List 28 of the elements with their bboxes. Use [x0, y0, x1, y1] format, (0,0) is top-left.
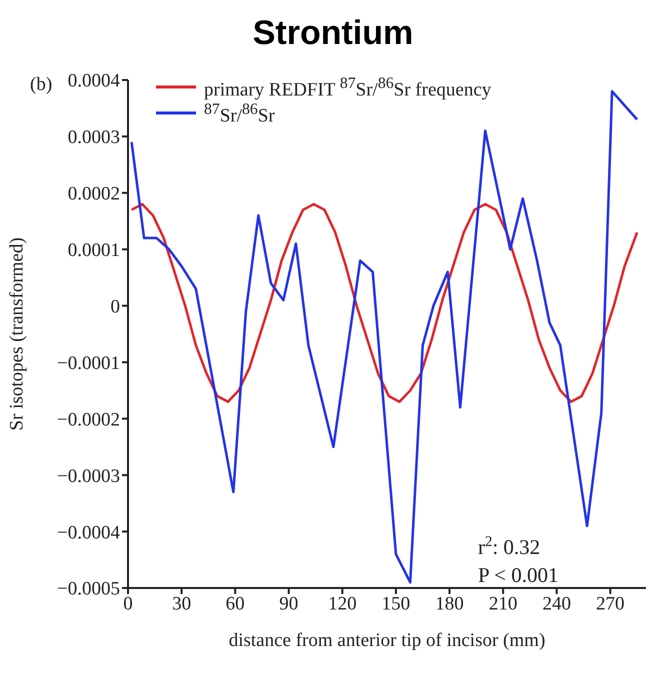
y-tick-label: −0.0002 [57, 409, 120, 430]
x-tick-label: 240 [542, 593, 571, 614]
x-tick-label: 180 [435, 593, 464, 614]
y-tick-label: 0.0004 [68, 70, 120, 92]
x-tick-label: 270 [596, 593, 625, 614]
text: (b) [30, 74, 52, 95]
legend-label: primary REDFIT $^{87}$Sr/$^{86}$Sr frequency [204, 74, 492, 100]
y-tick-label: 0.0001 [68, 240, 120, 262]
y-tick-label: 0.0003 [68, 127, 120, 148]
annotation: P < 0.001 [478, 563, 558, 587]
y-tick-label: 0.0002 [68, 184, 120, 205]
y-tick-label: −0.0001 [57, 352, 120, 374]
chart-title: Strontium [252, 13, 414, 54]
line-series [130, 202, 638, 403]
y-tick-label: −0.0004 [57, 522, 120, 544]
y-tick-label: −0.0003 [57, 466, 120, 487]
x-tick-label: 60 [226, 593, 245, 614]
y-axis-title: Sr isotopes (transformed) [6, 237, 28, 431]
x-tick-label: 210 [488, 593, 518, 614]
x-tick-label: 120 [328, 593, 357, 614]
x-tick-label: 90 [279, 593, 298, 614]
y-tick-label: −0.0005 [57, 578, 120, 600]
x-axis-title: distance from anterior tip of incisor (mm) [228, 630, 546, 651]
x-tick-label: 150 [382, 593, 410, 614]
x-tick-label: 30 [172, 593, 192, 614]
annotation: r$^{2}$: 0.32 [478, 534, 540, 559]
legend-label: $^{87}$Sr/$^{86}$Sr [204, 100, 275, 127]
y-tick-label: 0 [110, 296, 120, 318]
